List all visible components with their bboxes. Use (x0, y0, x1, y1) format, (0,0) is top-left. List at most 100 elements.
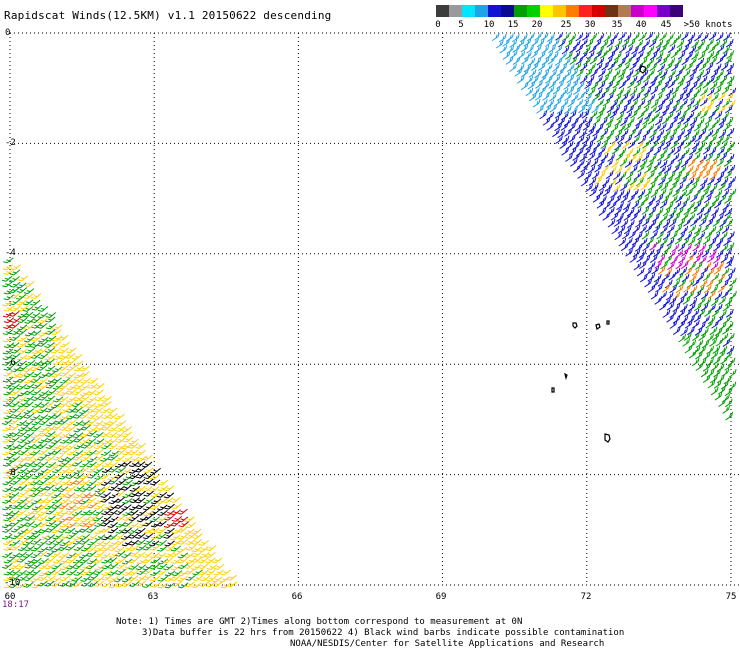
wind-barb (205, 569, 216, 576)
wind-barb (59, 377, 71, 384)
wind-barb (10, 485, 22, 492)
wind-barb (724, 248, 733, 257)
wind-barb (680, 260, 689, 269)
wind-barb (563, 105, 572, 115)
wind-barb (177, 533, 189, 540)
wind-barb (80, 516, 91, 523)
wind-barb (598, 105, 607, 114)
wind-barb (142, 557, 153, 564)
wind-barb (38, 402, 49, 408)
wind-barb (649, 105, 657, 115)
wind-barb (608, 86, 617, 96)
wind-barb (614, 231, 623, 241)
wind-barb (199, 552, 210, 558)
wind-barb (672, 188, 681, 197)
wind-barb (66, 432, 77, 439)
wind-barb (30, 299, 41, 306)
wind-barb (680, 327, 689, 337)
wind-barb (164, 582, 175, 589)
wind-barb (226, 581, 238, 588)
wind-barb (9, 569, 21, 576)
wind-barb (66, 347, 77, 354)
wind-barb (687, 237, 696, 246)
wind-barb (561, 147, 570, 156)
wind-barb (725, 117, 734, 126)
wind-barb (93, 551, 105, 558)
wind-barb (94, 401, 105, 408)
wind-barb (199, 581, 210, 587)
wind-barb (711, 93, 719, 102)
wind-barb (3, 364, 15, 371)
wind-barb (16, 371, 28, 378)
wind-barb (711, 297, 719, 307)
wind-barb (672, 326, 681, 335)
wind-barb (156, 563, 168, 570)
wind-barb (637, 110, 645, 120)
wind-barb (66, 388, 77, 395)
wind-barb (38, 430, 50, 437)
wind-barb (66, 576, 77, 583)
wind-barb (641, 230, 650, 240)
wind-barb (52, 383, 64, 390)
wind-barb (121, 540, 133, 547)
note-line-1: Note: 1) Times are GMT 2)Times along bot… (116, 617, 523, 627)
wind-barb (66, 514, 77, 521)
wind-barb (155, 533, 167, 540)
wind-barb (108, 540, 119, 547)
wind-barb (135, 532, 146, 539)
wind-barb (16, 396, 27, 403)
wind-barb (44, 534, 56, 541)
wind-barb (650, 75, 658, 84)
wind-barb (51, 473, 62, 480)
wind-barb (699, 164, 708, 174)
wind-barb (597, 91, 606, 101)
wind-barb (681, 56, 690, 66)
wind-barb (58, 390, 69, 397)
wind-barb (585, 183, 593, 193)
wind-barb (656, 152, 665, 162)
wind-barb (73, 515, 84, 522)
wind-barb (58, 534, 70, 541)
wind-barb (700, 177, 708, 187)
wind-barb (613, 218, 622, 227)
wind-barb (72, 551, 83, 558)
wind-barb (2, 504, 13, 511)
wind-barb (9, 520, 20, 527)
wind-barb (9, 310, 20, 317)
wind-barb (9, 563, 21, 570)
wind-barb (38, 527, 49, 534)
wind-barb (654, 116, 663, 126)
wind-barb (142, 514, 153, 521)
wind-barb (100, 552, 111, 559)
wind-barb (709, 326, 718, 336)
wind-barb (660, 182, 669, 191)
wind-barb (93, 515, 104, 522)
wind-barb (16, 377, 28, 383)
wind-barb (22, 420, 34, 427)
wind-barb (44, 342, 55, 348)
legend-swatch (670, 5, 683, 17)
wind-barb (170, 545, 181, 552)
wind-barb (157, 504, 168, 511)
wind-barb (150, 533, 162, 540)
wind-speed-legend (436, 5, 683, 17)
wind-barb (698, 332, 707, 341)
wind-barb (58, 473, 70, 480)
wind-barb (24, 443, 36, 450)
wind-barb (621, 140, 630, 149)
wind-barb (114, 485, 125, 492)
wind-barb (666, 212, 675, 222)
wind-barb (142, 520, 153, 527)
wind-barb (115, 437, 126, 443)
wind-barb (595, 110, 604, 119)
wind-barb (616, 213, 624, 222)
wind-barb (608, 165, 617, 175)
wind-barb (577, 170, 586, 179)
wind-barb (150, 570, 161, 577)
wind-barb (94, 521, 105, 527)
wind-barb (30, 365, 41, 372)
wind-barb (3, 454, 15, 461)
wind-barb (72, 389, 83, 396)
wind-barb (688, 339, 697, 349)
wind-barb (669, 38, 678, 47)
